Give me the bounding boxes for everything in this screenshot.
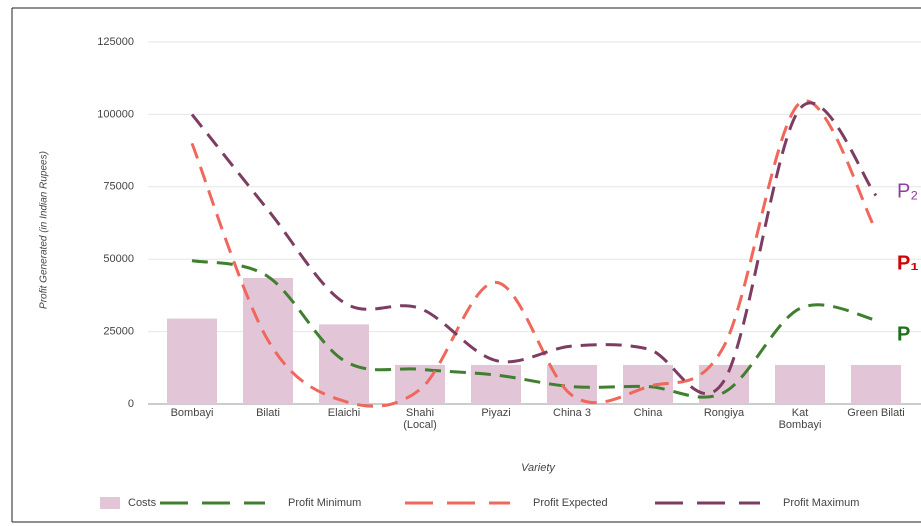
bar: [167, 318, 217, 404]
annotation: P₂: [897, 180, 918, 202]
legend-label: Profit Expected: [533, 497, 608, 509]
x-tick-label: Kat Bombayi: [778, 407, 822, 431]
bar: [851, 364, 901, 404]
y-tick-label: 25000: [103, 326, 134, 338]
y-tick-label: 50000: [103, 253, 134, 265]
x-tick-label: Green Bilati: [847, 407, 905, 419]
x-tick-label: China: [633, 407, 663, 419]
annotation: P₁: [897, 252, 919, 274]
x-tick-label: Rongiya: [703, 407, 745, 419]
y-tick-label: 0: [128, 398, 134, 410]
legend-label: Profit Minimum: [288, 497, 361, 509]
y-axis-title: Profit Generated (in Indian Rupees): [39, 151, 50, 309]
x-tick-label: Bilati: [256, 407, 280, 419]
x-tick-label: Elaichi: [327, 407, 361, 419]
line: [191, 259, 877, 399]
bar: [319, 324, 369, 404]
legend-label: Costs: [128, 497, 157, 509]
line: [190, 99, 878, 408]
y-tick-label: 75000: [103, 181, 134, 193]
x-tick-label: Shahi (Local): [403, 407, 437, 431]
bar: [471, 364, 521, 404]
y-tick-label: 125000: [97, 36, 134, 48]
y-tick-label: 100000: [97, 108, 134, 120]
legend-label: Profit Maximum: [783, 497, 859, 509]
x-tick-label: China 3: [553, 407, 591, 419]
x-tick-label: Piyazi: [481, 407, 511, 419]
x-axis-title: Variety: [521, 462, 556, 474]
annotation: P: [897, 323, 910, 345]
legend-swatch: [100, 497, 120, 509]
bar: [775, 364, 825, 404]
x-tick-label: Bombayi: [170, 407, 214, 419]
line: [190, 101, 878, 396]
